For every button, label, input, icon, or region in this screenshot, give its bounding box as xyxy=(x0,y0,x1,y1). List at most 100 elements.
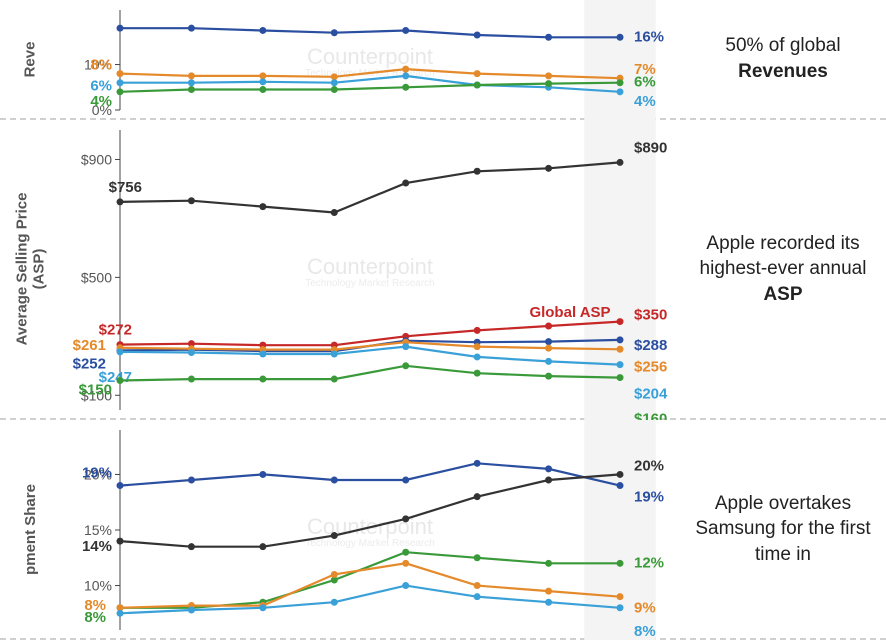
end-label-global: $350 xyxy=(634,307,667,324)
marker-global xyxy=(545,323,552,330)
marker-vivo xyxy=(617,560,624,567)
ylabel-col: pment Share xyxy=(0,420,60,638)
marker-apple xyxy=(188,543,195,550)
marker-oppo xyxy=(474,593,481,600)
marker-apple xyxy=(117,538,124,545)
watermark-sub: Technology Market Research xyxy=(305,538,435,549)
start-label-samsung: 19% xyxy=(82,465,112,482)
marker-samsung xyxy=(617,482,624,489)
series-vivo xyxy=(120,552,620,608)
marker-xiaomi xyxy=(617,593,624,600)
end-label-vivo: $160 xyxy=(634,411,667,420)
ylabel-col: Average Selling Price(ASP) xyxy=(0,120,60,418)
marker-oppo xyxy=(402,582,409,589)
marker-samsung xyxy=(617,34,624,41)
marker-vivo xyxy=(474,82,481,89)
annotation-part: Apple recorded its highest-ever annual xyxy=(700,233,867,280)
marker-vivo xyxy=(402,84,409,91)
panel-asp: Average Selling Price(ASP) CounterpointTe… xyxy=(0,120,886,420)
marker-samsung xyxy=(259,471,266,478)
marker-xiaomi xyxy=(474,70,481,77)
end-label-oppo: 4% xyxy=(634,93,656,110)
marker-vivo xyxy=(402,549,409,556)
chart-col: CounterpointTechnology Market Research10… xyxy=(60,420,680,638)
marker-samsung xyxy=(188,25,195,32)
marker-vivo xyxy=(331,86,338,93)
marker-samsung xyxy=(617,336,624,343)
marker-oppo xyxy=(259,351,266,358)
marker-samsung xyxy=(474,460,481,467)
marker-apple xyxy=(259,543,266,550)
watermark-sub: Technology Market Research xyxy=(305,278,435,289)
annotation-text: Apple overtakes Samsung for the first ti… xyxy=(694,491,872,568)
marker-vivo xyxy=(117,88,124,95)
marker-apple xyxy=(545,477,552,484)
marker-xiaomi xyxy=(474,343,481,350)
marker-apple xyxy=(402,180,409,187)
marker-apple xyxy=(117,198,124,205)
marker-oppo xyxy=(259,78,266,85)
series-apple xyxy=(120,162,620,212)
watermark: Counterpoint xyxy=(307,254,433,279)
annotation-asp: Apple recorded its highest-ever annual A… xyxy=(680,120,886,418)
marker-xiaomi xyxy=(545,345,552,352)
marker-xiaomi xyxy=(545,72,552,79)
marker-vivo xyxy=(259,86,266,93)
marker-xiaomi xyxy=(331,571,338,578)
marker-oppo xyxy=(331,599,338,606)
ylabel-asp: Average Selling Price(ASP) xyxy=(13,193,47,346)
marker-xiaomi xyxy=(188,72,195,79)
marker-xiaomi xyxy=(474,582,481,589)
marker-vivo xyxy=(331,376,338,383)
marker-samsung xyxy=(117,482,124,489)
marker-apple xyxy=(474,168,481,175)
marker-oppo xyxy=(331,351,338,358)
marker-oppo xyxy=(259,604,266,611)
watermark: Counterpoint xyxy=(307,44,433,69)
marker-oppo xyxy=(188,349,195,356)
marker-oppo xyxy=(117,79,124,86)
ylabel-col: Reve xyxy=(0,0,60,118)
annotation-part: 50% of xyxy=(725,35,789,56)
annotation-text: 50% of global Revenues xyxy=(694,33,872,84)
series-samsung xyxy=(120,463,620,485)
marker-samsung xyxy=(474,32,481,39)
marker-samsung xyxy=(402,27,409,34)
marker-samsung xyxy=(545,338,552,345)
start-label-vivo: 4% xyxy=(90,93,112,110)
marker-oppo xyxy=(117,348,124,355)
marker-vivo xyxy=(117,377,124,384)
ylabel-revenues: Reve xyxy=(21,41,38,77)
marker-vivo xyxy=(545,560,552,567)
marker-oppo xyxy=(402,72,409,79)
annotation-part: ASP xyxy=(763,284,802,305)
marker-global xyxy=(474,327,481,334)
marker-apple xyxy=(331,209,338,216)
end-label-apple: 20% xyxy=(634,457,664,474)
annotation-part: Apple overtakes Samsung for the first ti… xyxy=(695,493,870,565)
marker-xiaomi xyxy=(402,66,409,73)
start-label-xiaomi: 8% xyxy=(90,57,112,74)
end-label-vivo: 12% xyxy=(634,554,664,571)
marker-vivo xyxy=(617,374,624,381)
marker-oppo xyxy=(188,607,195,614)
extra-label: Global ASP xyxy=(529,304,610,321)
marker-oppo xyxy=(117,610,124,617)
end-label-samsung: $288 xyxy=(634,337,667,354)
annotation-shipment: Apple overtakes Samsung for the first ti… xyxy=(680,420,886,638)
marker-samsung xyxy=(331,477,338,484)
marker-apple xyxy=(188,197,195,204)
end-label-oppo: $204 xyxy=(634,386,668,403)
ytick-label: $900 xyxy=(81,151,112,167)
annotation-part: Revenues xyxy=(738,61,828,82)
marker-oppo xyxy=(402,343,409,350)
marker-vivo xyxy=(545,80,552,87)
marker-vivo xyxy=(474,370,481,377)
ytick-label: 15% xyxy=(84,522,112,538)
marker-samsung xyxy=(117,25,124,32)
marker-samsung xyxy=(188,477,195,484)
marker-oppo xyxy=(617,361,624,368)
annotation-revenues: 50% of global Revenues xyxy=(680,0,886,118)
marker-samsung xyxy=(259,27,266,34)
marker-oppo xyxy=(545,599,552,606)
